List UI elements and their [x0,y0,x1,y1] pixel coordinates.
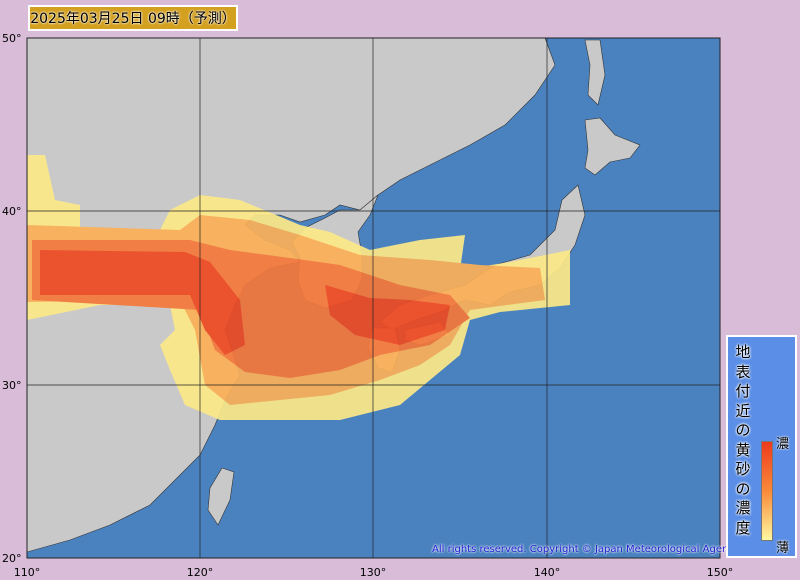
dust-very-strong [40,250,450,355]
lon-label-110: 110° [13,566,41,579]
lat-label-40: 40° [2,205,22,218]
lon-label-130: 130° [359,566,387,579]
sakhalin-land [584,39,606,106]
legend-title: 地表付近の黄砂の濃度 [735,343,751,537]
legend-color-bar [761,441,773,541]
graticule [27,38,720,558]
dust-concentration-overlay [27,155,570,420]
copyright-notice: All rights reserved. Copyright © Japan M… [432,544,740,555]
taiwan-land [207,467,235,526]
concentration-legend: 地表付近の黄砂の濃度 濃 薄 [726,335,797,558]
legend-low-label: 薄 [776,541,790,556]
lat-label-20: 20° [2,552,22,565]
lon-label-150: 150° [706,566,734,579]
lat-label-30: 30° [2,379,22,392]
lon-label-140: 140° [533,566,561,579]
lon-label-120: 120° [186,566,214,579]
hokkaido-land [584,117,641,176]
legend-high-label: 濃 [776,437,790,452]
forecast-datetime-title: 2025年03月25日 09時（予測） [28,5,238,31]
lat-label-50: 50° [2,32,22,45]
